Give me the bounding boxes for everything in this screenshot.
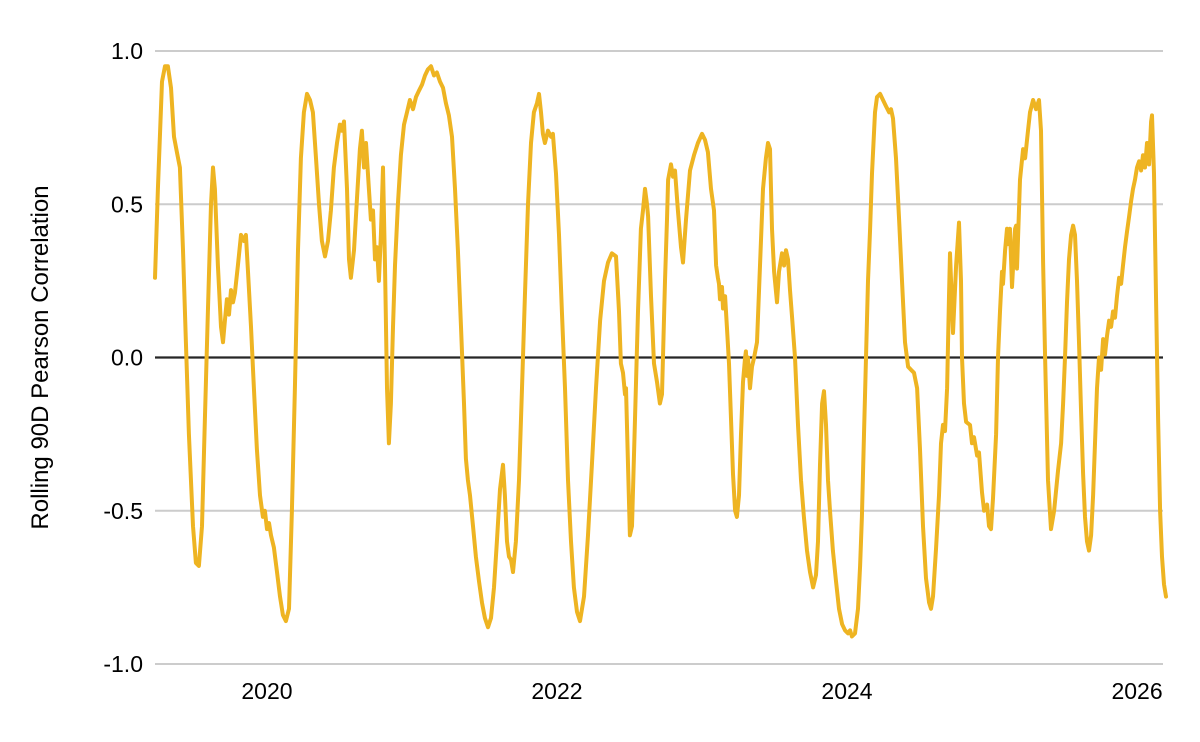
y-tick-labels: 1.0 0.5 0.0 -0.5 -1.0 bbox=[103, 38, 143, 677]
series-layer bbox=[153, 64, 1168, 639]
gridlines bbox=[155, 50, 1163, 665]
y-axis-title: Rolling 90D Pearson Correlation bbox=[27, 185, 54, 529]
y-tick-label: -0.5 bbox=[103, 498, 143, 524]
x-tick-labels: 2020 2022 2024 2026 bbox=[241, 678, 1162, 704]
x-tick-label: 2026 bbox=[1111, 678, 1162, 704]
x-tick-label: 2024 bbox=[821, 678, 872, 704]
series-rolling-90d-pearson-correlation bbox=[153, 64, 1168, 639]
y-tick-label: 0.5 bbox=[111, 191, 143, 217]
x-tick-label: 2020 bbox=[241, 678, 292, 704]
y-tick-label: 0.0 bbox=[111, 345, 143, 371]
y-tick-label: -1.0 bbox=[103, 651, 143, 677]
y-tick-label: 1.0 bbox=[111, 38, 143, 64]
x-tick-label: 2022 bbox=[531, 678, 582, 704]
